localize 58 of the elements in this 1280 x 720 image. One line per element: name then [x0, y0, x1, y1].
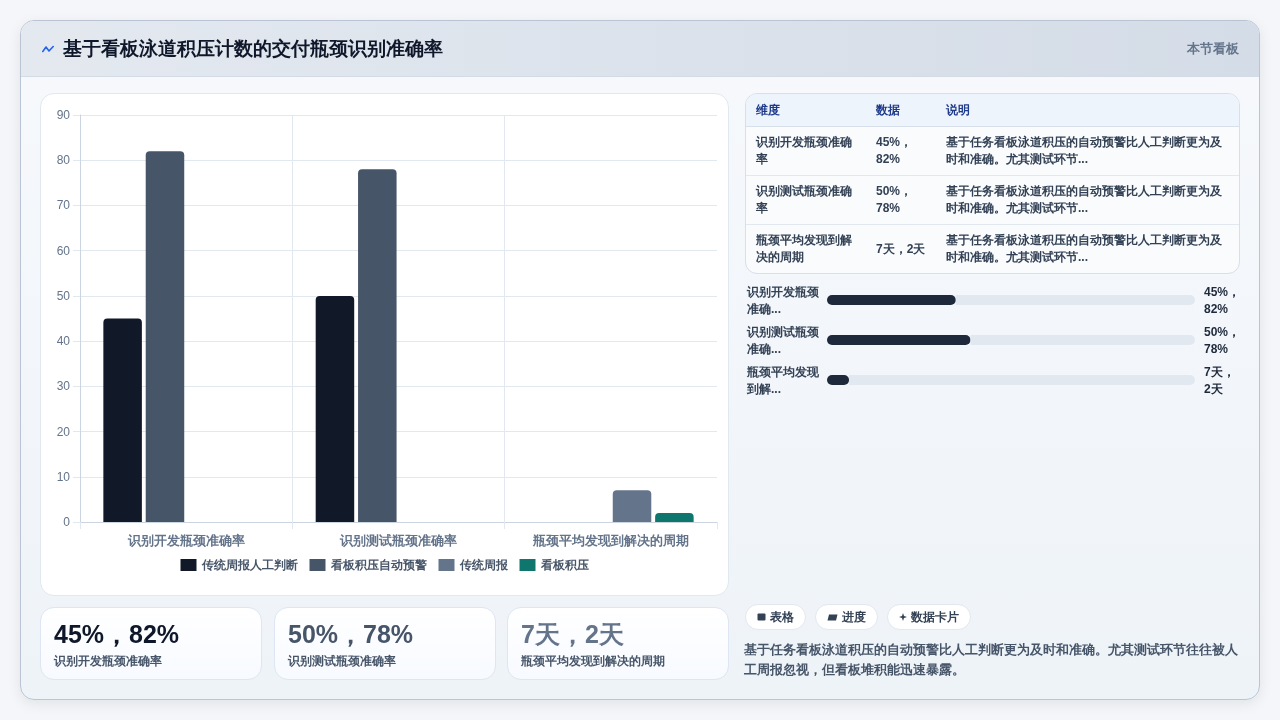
bar — [358, 169, 397, 522]
legend-label: 看板积压 — [539, 558, 589, 572]
text: 基于任务看板泳道积压的自动预警比人工判断更为及时和准确。尤其测试环节... — [936, 126, 1239, 176]
category-label: 数据卡片 — [911, 608, 959, 626]
bar — [970, 335, 1195, 345]
text: 瓶颈平均发现到解决的周期 — [755, 232, 853, 266]
text: 50%，78% — [288, 619, 415, 649]
y-tick-label: 0 — [63, 515, 71, 529]
bar — [103, 318, 142, 522]
text: 瓶颈平均发现到解决的周期 — [521, 653, 666, 670]
y-tick-label: 50 — [56, 288, 71, 303]
y-tick-label: 60 — [56, 243, 71, 258]
y-tick-label: 90 — [56, 108, 71, 122]
text: 基于任务看板泳道积压的自动预警比人工判断更为及时和准确。尤其测试环节... — [945, 232, 1223, 266]
bar — [955, 295, 1195, 305]
y-tick-label: 识别开发瓶颈准确... — [746, 284, 820, 316]
y-tick-label: 瓶颈平均发现到解... — [746, 364, 820, 396]
x-tick-label: 识别测试瓶颈准确率 — [339, 533, 457, 548]
y-tick-label: 10 — [56, 469, 71, 484]
category-label: 说明 — [936, 94, 1239, 127]
category-label: 表格 — [770, 608, 794, 626]
text: 识别开发瓶颈准确率 — [54, 653, 163, 670]
text: 45%，82% — [54, 619, 181, 649]
x-tick-label: 识别开发瓶颈准确率 — [126, 533, 245, 548]
legend-label: 传统周报人工判断 — [200, 558, 298, 572]
text: 本节看板 — [1187, 40, 1239, 58]
bar — [827, 335, 971, 345]
legend-label: 传统周报 — [458, 558, 509, 572]
bar — [145, 151, 185, 522]
x-tick-label: 瓶颈平均发现到解决的周期 — [531, 533, 689, 548]
bar — [655, 512, 694, 522]
text: 7天，2天 — [1204, 364, 1235, 396]
text: 45%，82% — [866, 126, 936, 176]
text: 识别测试瓶颈准确率 — [288, 653, 397, 670]
y-tick-label: 80 — [56, 153, 71, 168]
text: 7天，2天 — [521, 619, 625, 649]
text: 45%，82% — [1204, 284, 1241, 316]
y-tick-label: 40 — [56, 334, 71, 349]
category-label: 维度 — [746, 94, 866, 127]
y-tick-label: 70 — [56, 198, 71, 213]
bar — [612, 490, 652, 522]
chart-title: 基于看板泳道积压计数的交付瓶颈识别准确率 — [63, 37, 443, 61]
text: 识别开发瓶颈准确率 — [746, 126, 866, 176]
text: 50%，78% — [866, 175, 936, 225]
bar — [849, 375, 1195, 385]
bar — [315, 295, 355, 522]
y-tick-label: 识别测试瓶颈准确... — [746, 324, 820, 356]
text: 7天，2天 — [875, 240, 927, 258]
text: 基于任务看板泳道积压的自动预警比人工判断更为及时和准确。尤其测试环节... — [936, 175, 1239, 225]
bar — [827, 295, 956, 305]
category-label: 进度 — [842, 608, 866, 626]
y-tick-label: 30 — [56, 379, 71, 394]
text: 基于任务看板泳道积压的自动预警比人工判断更为及时和准确。尤其测试环节往往被人工周报忽视，但看板堆积能迅速暴露。 — [744, 641, 1239, 679]
text: 50%，78% — [1204, 324, 1241, 356]
text: 识别测试瓶颈准确率 — [746, 175, 866, 225]
category-label: 数据 — [866, 94, 936, 127]
legend-label: 看板积压自动预警 — [329, 558, 427, 572]
y-tick-label: 20 — [56, 424, 71, 439]
